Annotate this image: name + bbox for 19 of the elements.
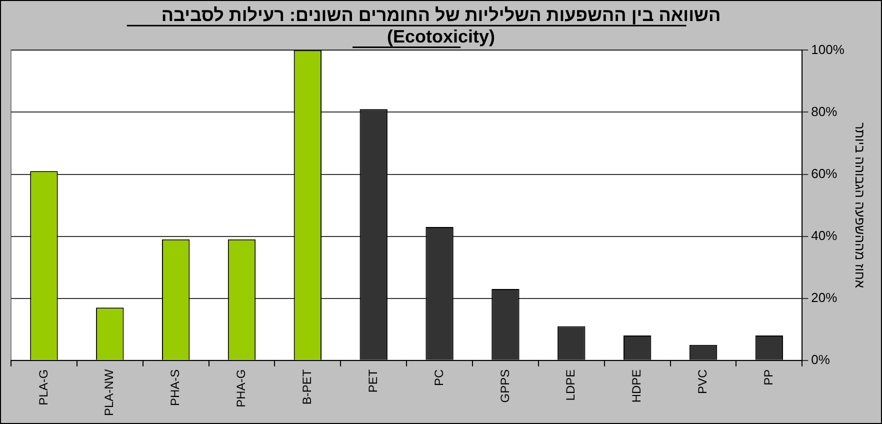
y-tick-label: 20%: [811, 290, 838, 305]
x-tick-label: PLA-NW: [102, 368, 116, 416]
x-tick-label: HDPE: [630, 369, 644, 403]
y-tick-label: 0%: [811, 352, 830, 367]
y-tick-label: 80%: [811, 104, 838, 119]
y-tick-label: 40%: [811, 228, 838, 243]
y-tick-label: 100%: [811, 42, 845, 57]
x-tick-label: PP: [762, 369, 776, 386]
x-tick-label: PHA-S: [168, 369, 182, 406]
x-tick-label: LDPE: [564, 369, 578, 401]
x-tick-label: B-PET: [300, 368, 314, 405]
x-tick-label: PET: [366, 368, 380, 393]
x-tick-label: PVC: [696, 369, 710, 394]
x-tick-label: PLA-G: [36, 369, 50, 406]
y-axis-title: אחוז מההשפעה הגבוהה ביותר: [852, 122, 868, 288]
y-tick-label: 60%: [811, 166, 838, 181]
x-tick-label: GPPS: [498, 369, 512, 403]
x-tick-label: PHA-G: [234, 369, 248, 408]
x-tick-label: PC: [432, 369, 446, 386]
